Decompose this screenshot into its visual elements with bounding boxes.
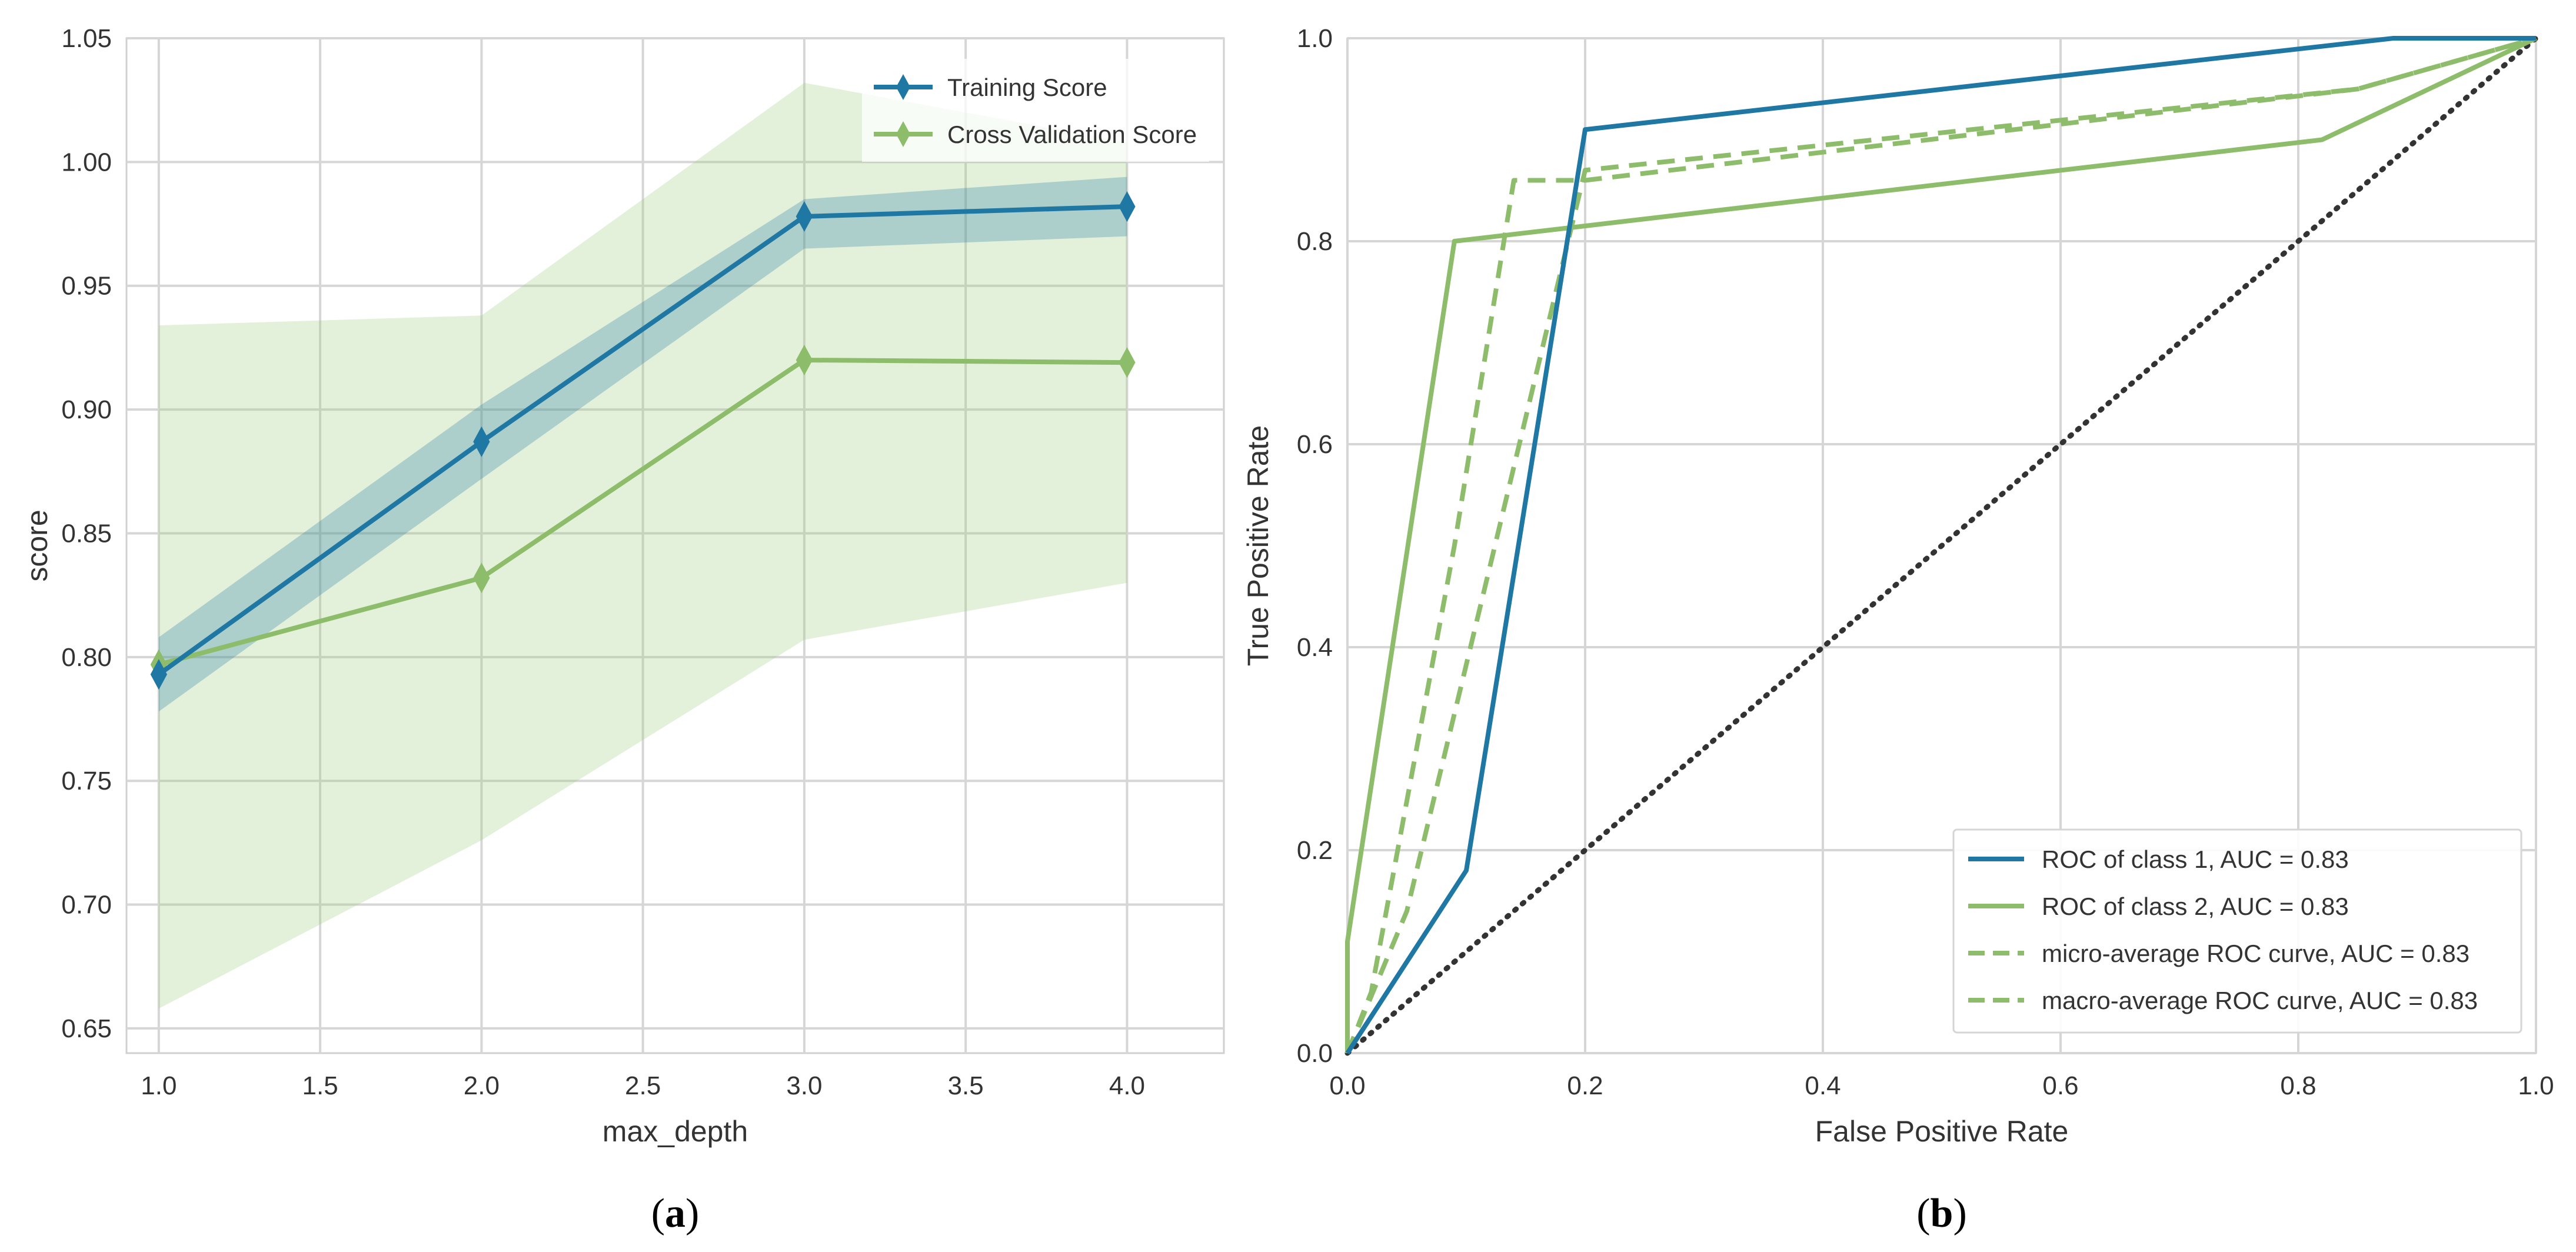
y-tick-label: 0.85 xyxy=(61,519,112,548)
x-tick-label: 0.8 xyxy=(2280,1071,2316,1100)
y-tick-label: 1.0 xyxy=(1297,24,1333,53)
data-point-marker xyxy=(473,426,490,457)
y-tick-label: 1.05 xyxy=(61,24,112,53)
data-point-marker xyxy=(796,201,813,232)
confidence-band xyxy=(158,82,1127,1009)
legend-entry: ROC of class 2, AUC = 0.83 xyxy=(2042,893,2349,920)
data-point-marker xyxy=(1119,191,1136,222)
y-tick-label: 1.00 xyxy=(61,148,112,177)
x-tick-label: 1.5 xyxy=(302,1071,338,1100)
y-tick-label: 0.6 xyxy=(1297,430,1333,459)
chance-diagonal-line xyxy=(1344,35,2539,1056)
data-point-marker xyxy=(796,344,813,376)
panel-a-learning-curve: 1.0 1.5 2.0 2.5 3.0 3.5 4.0 0.65 0.70 0.75 0.80 0.8… xyxy=(21,24,1225,1236)
y-tick-label: 0.0 xyxy=(1297,1039,1333,1068)
series-line xyxy=(158,357,1127,667)
data-point-marker xyxy=(1119,347,1136,378)
x-tick-label: 0.0 xyxy=(1329,1071,1365,1100)
roc-series-line xyxy=(1345,36,2536,1055)
legend-entry: Cross Validation Score xyxy=(947,121,1197,148)
legend-entry: Training Score xyxy=(947,74,1107,101)
panel-caption: (a) xyxy=(651,1191,700,1236)
x-tick-label: 1.0 xyxy=(2518,1071,2554,1100)
y-tick-label: 0.4 xyxy=(1297,633,1333,662)
caption-close: ) xyxy=(685,1191,699,1236)
legend-entry: micro-average ROC curve, AUC = 0.83 xyxy=(2042,940,2470,967)
x-axis-label: False Positive Rate xyxy=(1815,1115,2069,1148)
y-axis-label: score xyxy=(21,510,54,581)
confidence-band xyxy=(158,177,1127,712)
x-tick-label: 2.5 xyxy=(625,1071,661,1100)
y-tick-label: 0.65 xyxy=(61,1014,112,1043)
y-tick-label: 0.70 xyxy=(61,891,112,920)
y-tick-label: 0.8 xyxy=(1297,227,1333,256)
legend-marker xyxy=(896,121,910,147)
x-tick-label: 0.6 xyxy=(2042,1071,2078,1100)
roc-series-line xyxy=(1345,36,2537,1053)
legend-box xyxy=(862,59,1209,162)
y-tick-label: 0.90 xyxy=(61,395,112,424)
x-tick-label: 4.0 xyxy=(1109,1071,1145,1100)
x-tick-label: 2.0 xyxy=(464,1071,500,1100)
x-tick-label: 3.5 xyxy=(948,1071,984,1100)
caption-letter: b xyxy=(1931,1191,1953,1236)
roc-series-line xyxy=(1345,36,2537,1054)
series-line xyxy=(157,204,1127,677)
data-point-marker xyxy=(473,562,490,594)
y-tick-label: 0.80 xyxy=(61,643,112,672)
x-tick-label: 3.0 xyxy=(786,1071,822,1100)
caption-close: ) xyxy=(1953,1191,1966,1236)
y-tick-label: 0.95 xyxy=(61,272,112,301)
caption-open: ( xyxy=(651,1191,665,1236)
caption-open: ( xyxy=(1916,1191,1930,1236)
legend-entry: macro-average ROC curve, AUC = 0.83 xyxy=(2042,987,2478,1014)
legend-box xyxy=(1952,828,2522,1034)
panel-b-roc-curve: 0.0 0.2 0.4 0.6 0.8 1.0 0.0 0.2 0.4 0.6 0.8 1.0 Fals… xyxy=(1242,24,2554,1236)
data-point-marker xyxy=(150,659,167,690)
y-tick-label: 0.75 xyxy=(61,767,112,795)
legend-entry: ROC of class 1, AUC = 0.83 xyxy=(2042,845,2349,873)
x-tick-label: 1.0 xyxy=(141,1071,177,1100)
panel-caption: (b) xyxy=(1916,1191,1967,1236)
x-tick-label: 0.4 xyxy=(1805,1071,1841,1100)
x-axis-label: max_depth xyxy=(603,1115,748,1148)
legend-marker xyxy=(896,74,910,100)
caption-letter: a xyxy=(665,1191,685,1236)
y-tick-label: 0.2 xyxy=(1297,836,1333,865)
x-tick-label: 0.2 xyxy=(1567,1071,1603,1100)
y-axis-label: True Positive Rate xyxy=(1242,425,1274,666)
roc-series-line xyxy=(1345,36,2537,1054)
